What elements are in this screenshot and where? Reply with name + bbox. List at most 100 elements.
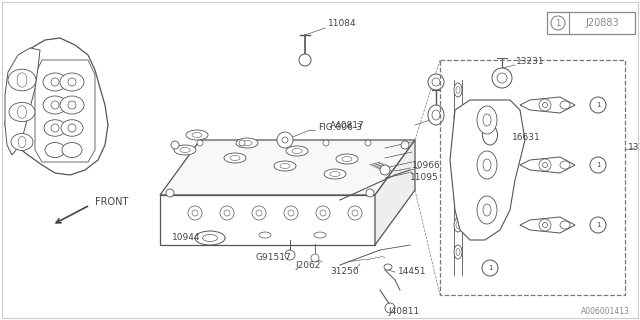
Text: 14451: 14451	[398, 268, 426, 276]
Text: J40811: J40811	[388, 308, 419, 316]
Ellipse shape	[342, 156, 352, 162]
Ellipse shape	[560, 221, 570, 229]
Ellipse shape	[259, 232, 271, 238]
Ellipse shape	[454, 164, 462, 178]
Circle shape	[252, 206, 266, 220]
Ellipse shape	[8, 69, 36, 91]
Ellipse shape	[230, 156, 240, 161]
Ellipse shape	[432, 110, 440, 120]
Ellipse shape	[45, 142, 65, 157]
Circle shape	[348, 206, 362, 220]
Text: A40817: A40817	[330, 121, 365, 130]
Circle shape	[366, 189, 374, 197]
Circle shape	[428, 74, 444, 90]
Circle shape	[188, 206, 202, 220]
Ellipse shape	[43, 73, 67, 91]
Ellipse shape	[456, 140, 460, 148]
Ellipse shape	[336, 154, 358, 164]
Text: 13231: 13231	[516, 58, 545, 67]
Circle shape	[432, 78, 440, 86]
Circle shape	[220, 206, 234, 220]
Ellipse shape	[324, 169, 346, 179]
Ellipse shape	[560, 161, 570, 169]
Circle shape	[539, 159, 551, 171]
Circle shape	[497, 73, 507, 83]
Circle shape	[51, 78, 59, 86]
Text: A006001413: A006001413	[581, 308, 630, 316]
Ellipse shape	[224, 153, 246, 163]
Ellipse shape	[384, 264, 392, 270]
Circle shape	[277, 132, 293, 148]
Ellipse shape	[180, 148, 190, 153]
Ellipse shape	[477, 106, 497, 134]
Ellipse shape	[174, 145, 196, 155]
Ellipse shape	[477, 196, 497, 224]
Polygon shape	[5, 38, 108, 175]
Circle shape	[590, 157, 606, 173]
Ellipse shape	[286, 146, 308, 156]
Polygon shape	[520, 157, 575, 173]
Text: J20883: J20883	[585, 18, 619, 28]
Text: J2062: J2062	[295, 260, 321, 269]
Circle shape	[401, 141, 409, 149]
Polygon shape	[375, 140, 415, 245]
Circle shape	[590, 97, 606, 113]
Ellipse shape	[43, 96, 67, 114]
Circle shape	[551, 16, 565, 30]
Circle shape	[68, 101, 76, 109]
Text: 31250: 31250	[330, 268, 358, 276]
Circle shape	[590, 217, 606, 233]
Ellipse shape	[483, 114, 491, 126]
Ellipse shape	[456, 221, 460, 228]
Circle shape	[539, 99, 551, 111]
Circle shape	[320, 210, 326, 216]
Ellipse shape	[456, 167, 460, 174]
Ellipse shape	[454, 83, 462, 97]
Ellipse shape	[454, 191, 462, 205]
Circle shape	[311, 254, 319, 262]
Circle shape	[284, 206, 298, 220]
Circle shape	[192, 210, 198, 216]
Text: 10966: 10966	[412, 161, 441, 170]
Circle shape	[288, 210, 294, 216]
Ellipse shape	[274, 161, 296, 171]
Bar	[547, 12, 635, 34]
Circle shape	[224, 210, 230, 216]
Ellipse shape	[60, 73, 84, 91]
Ellipse shape	[17, 73, 27, 87]
Circle shape	[365, 140, 371, 146]
Ellipse shape	[560, 101, 570, 109]
Circle shape	[543, 222, 547, 228]
Polygon shape	[520, 97, 575, 113]
Circle shape	[51, 124, 59, 132]
Ellipse shape	[186, 130, 208, 140]
Ellipse shape	[9, 102, 35, 122]
Ellipse shape	[330, 172, 340, 177]
Circle shape	[380, 165, 390, 175]
Ellipse shape	[483, 125, 497, 145]
Circle shape	[197, 140, 203, 146]
Text: 1: 1	[488, 265, 492, 271]
Ellipse shape	[483, 204, 491, 216]
Text: G91517: G91517	[255, 253, 291, 262]
Ellipse shape	[456, 86, 460, 93]
Ellipse shape	[477, 151, 497, 179]
Circle shape	[316, 206, 330, 220]
Circle shape	[385, 303, 395, 313]
Text: 1: 1	[556, 19, 561, 28]
Ellipse shape	[456, 114, 460, 121]
Ellipse shape	[11, 134, 33, 150]
Ellipse shape	[454, 245, 462, 259]
Ellipse shape	[18, 136, 26, 148]
Ellipse shape	[454, 218, 462, 232]
Ellipse shape	[242, 140, 252, 146]
Text: 1: 1	[596, 222, 600, 228]
Ellipse shape	[44, 120, 66, 136]
Ellipse shape	[236, 138, 258, 148]
Circle shape	[285, 250, 295, 260]
Ellipse shape	[454, 110, 462, 124]
Ellipse shape	[483, 159, 491, 171]
Text: 11084: 11084	[328, 20, 356, 28]
Ellipse shape	[195, 231, 225, 245]
Circle shape	[171, 141, 179, 149]
